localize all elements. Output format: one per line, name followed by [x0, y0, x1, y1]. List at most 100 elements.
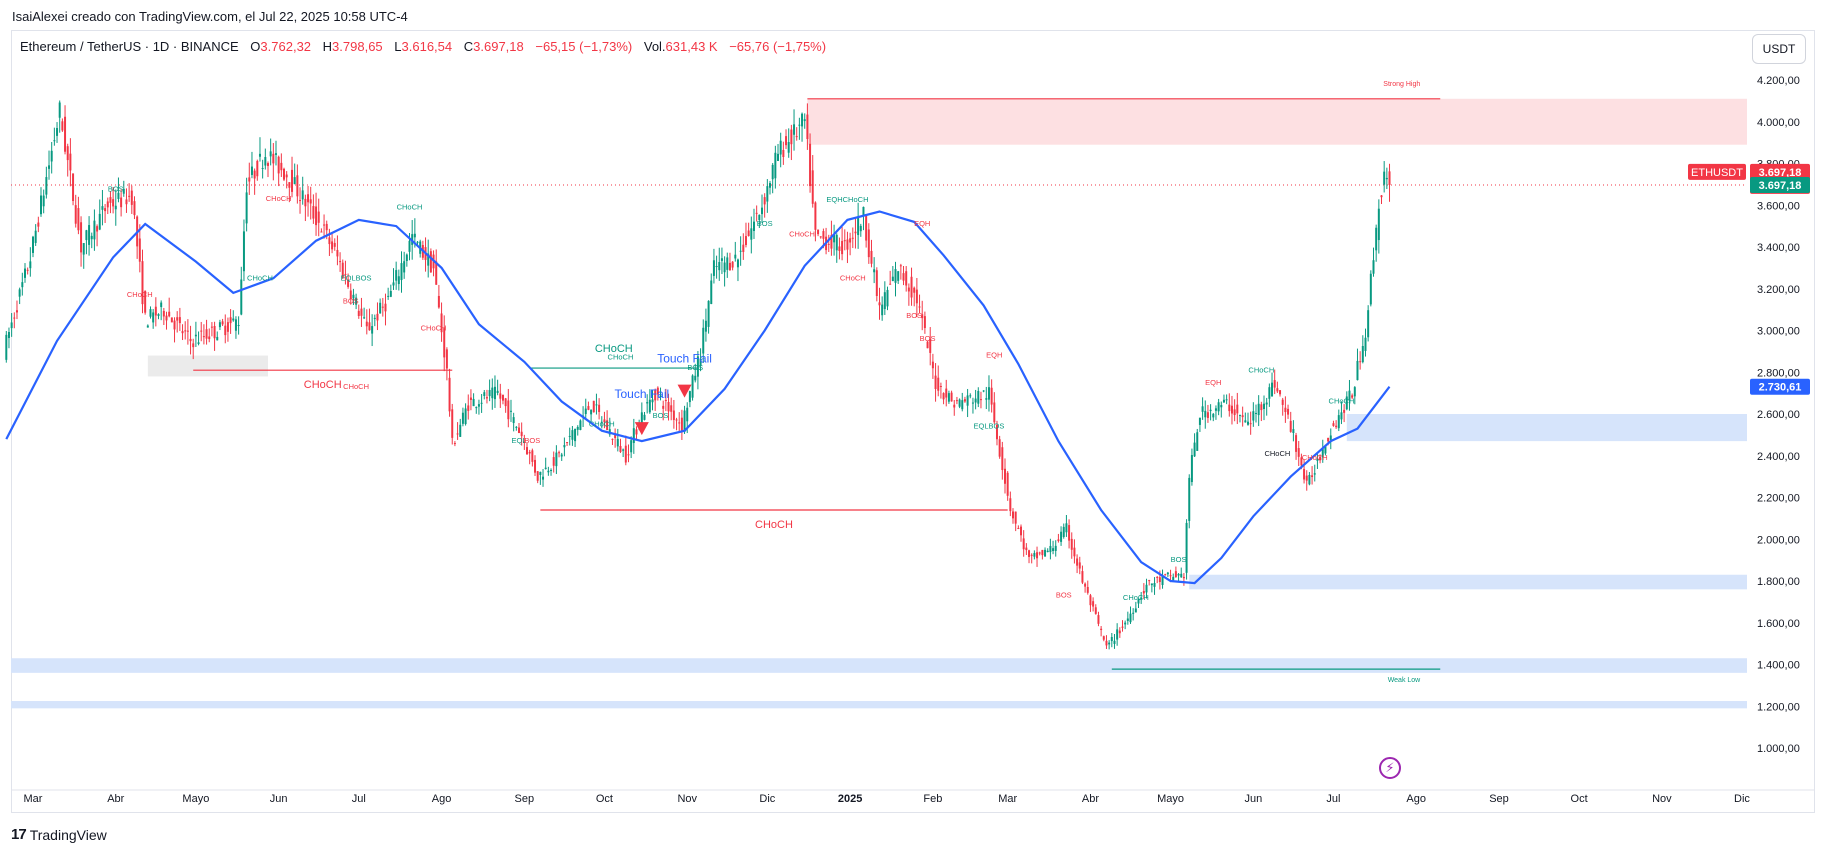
high-value: 3.798,65 [332, 39, 383, 54]
structure-annotation: BOS [653, 411, 669, 420]
currency-button[interactable]: USDT [1752, 34, 1806, 64]
structure-annotation: CHoCH [343, 382, 369, 391]
y-axis-tick-label: 1.000,00 [1757, 743, 1800, 755]
demand-zone [11, 701, 1747, 709]
close-label: C [463, 39, 474, 54]
x-axis-tick-label: Nov [677, 793, 697, 805]
chart-legend: Ethereum / TetherUS · 1D · BINANCE O3.76… [20, 39, 826, 54]
lightning-icon[interactable]: ⚡ [1379, 757, 1401, 779]
x-axis-tick-label: Nov [1652, 793, 1672, 805]
x-axis-tick-label: Mar [24, 793, 43, 805]
choch-label: CHoCH [595, 343, 633, 355]
y-axis-tick-label: 2.200,00 [1757, 493, 1800, 505]
x-axis-tick-label: Sep [515, 793, 535, 805]
high-label: H [322, 39, 333, 54]
close-price-tag-text: 3.697,18 [1759, 180, 1802, 192]
close-value: 3.697,18 [473, 39, 524, 54]
volume-label: Vol. [643, 39, 666, 54]
author-line: IsaiAlexei creado con TradingView.com, e… [12, 9, 408, 24]
y-axis-tick-label: 1.400,00 [1757, 660, 1800, 672]
structure-annotation: CHoCH [127, 290, 153, 299]
x-axis-tick-label: Mar [998, 793, 1017, 805]
structure-annotation: CHoCH [421, 324, 447, 333]
structure-annotation: CHoCH [1302, 453, 1328, 462]
x-axis-tick-label: Dic [1734, 793, 1750, 805]
structure-annotation: BOS [757, 219, 773, 228]
tradingview-logo-icon: 17 [11, 826, 27, 843]
weak-low-label: Weak Low [1388, 677, 1421, 684]
x-axis-tick-label: Ago [432, 793, 452, 805]
volume-change: −65,76 (−1,75%) [729, 39, 827, 54]
brand-name: TradingView [29, 826, 107, 843]
structure-annotation: CHoCH [589, 420, 615, 429]
structure-annotation: EQH [986, 351, 1002, 360]
structure-annotation: BOS [920, 334, 936, 343]
y-axis-tick-label: 4.000,00 [1757, 117, 1800, 129]
y-axis-tick-label: 1.600,00 [1757, 618, 1800, 630]
x-axis-tick-label: Mayo [1157, 793, 1184, 805]
structure-annotation: CHoCH [247, 273, 273, 282]
moving-average-line [5, 210, 1391, 585]
x-axis-tick-label: Feb [923, 793, 942, 805]
structure-annotation: EQH [1205, 378, 1221, 387]
strong-high-label: Strong High [1383, 81, 1420, 88]
structure-annotation: BOS [343, 296, 359, 305]
y-axis-tick-label: 3.600,00 [1757, 200, 1800, 212]
structure-annotation: CHoCH [1329, 397, 1355, 406]
structure-annotation: EQH [914, 219, 930, 228]
ma-price-tag [1750, 378, 1810, 395]
y-axis-tick-label: 2.800,00 [1757, 367, 1800, 379]
y-axis-tick-label: 2.000,00 [1757, 534, 1800, 546]
y-axis-tick-label: 2.400,00 [1757, 451, 1800, 463]
y-axis-tick-label: 3.400,00 [1757, 242, 1800, 254]
structure-annotation: CHoCH [1248, 365, 1274, 374]
demand-zone [11, 658, 1747, 673]
structure-annotation: BOS [906, 311, 922, 320]
x-axis-tick-label: Abr [107, 793, 124, 805]
x-axis-tick-label: Sep [1489, 793, 1509, 805]
choch-label: CHoCH [304, 379, 342, 391]
x-axis-tick-label: Oct [596, 793, 613, 805]
supply-zone [807, 98, 1747, 145]
symbol-title[interactable]: Ethereum / TetherUS · 1D · BINANCE [20, 39, 239, 54]
change-value: −65,15 (−1,73%) [535, 39, 633, 54]
x-axis-tick-label: Mayo [182, 793, 209, 805]
chart-frame [11, 30, 1815, 813]
ticker-tag-text: ETHUSDT [1691, 167, 1743, 179]
y-axis-tick-label: 4.200,00 [1757, 75, 1800, 87]
structure-annotation: EQLBOS [974, 422, 1005, 431]
structure-annotation: EQL [511, 436, 526, 445]
x-axis-tick-label: Abr [1082, 793, 1099, 805]
structure-annotation: CHoCH [789, 230, 815, 239]
touch-fail-arrow-icon [634, 422, 649, 436]
x-axis-tick-label: Ago [1406, 793, 1426, 805]
structure-annotation: CHoCH [266, 194, 292, 203]
structure-annotation: BOS [687, 363, 703, 372]
structure-annotation: BOS [524, 436, 540, 445]
gray-zone [147, 355, 268, 377]
open-value: 3.762,32 [260, 39, 312, 54]
ticker-tag [1688, 163, 1746, 180]
x-axis-tick-label: Jul [352, 793, 366, 805]
structure-annotation: BOS [108, 185, 124, 194]
y-axis-tick-label: 1.800,00 [1757, 576, 1800, 588]
tradingview-footer: 17 TradingView [11, 826, 107, 843]
touch-fail-arrow-icon [677, 384, 692, 398]
demand-zone [1189, 574, 1747, 590]
x-axis-tick-label: Jun [1244, 793, 1262, 805]
structure-annotation: EQLBOS [341, 273, 372, 282]
structure-annotation: CHoCH [608, 353, 634, 362]
open-label: O [250, 39, 261, 54]
structure-annotation: CHoCH [840, 273, 866, 282]
x-axis-tick-label: Jun [270, 793, 288, 805]
y-axis-tick-label: 3.200,00 [1757, 284, 1800, 296]
close-price-tag [1750, 176, 1810, 193]
x-axis-tick-label: Jul [1326, 793, 1340, 805]
demand-zone [1346, 414, 1747, 442]
structure-annotation: EQHCHoCH [826, 195, 868, 204]
price-tag-text: 3.697,18 [1759, 167, 1802, 179]
y-axis-tick-label: 2.600,00 [1757, 409, 1800, 421]
x-axis-tick-label: Oct [1571, 793, 1588, 805]
structure-annotation: CHoCH [1264, 449, 1290, 458]
